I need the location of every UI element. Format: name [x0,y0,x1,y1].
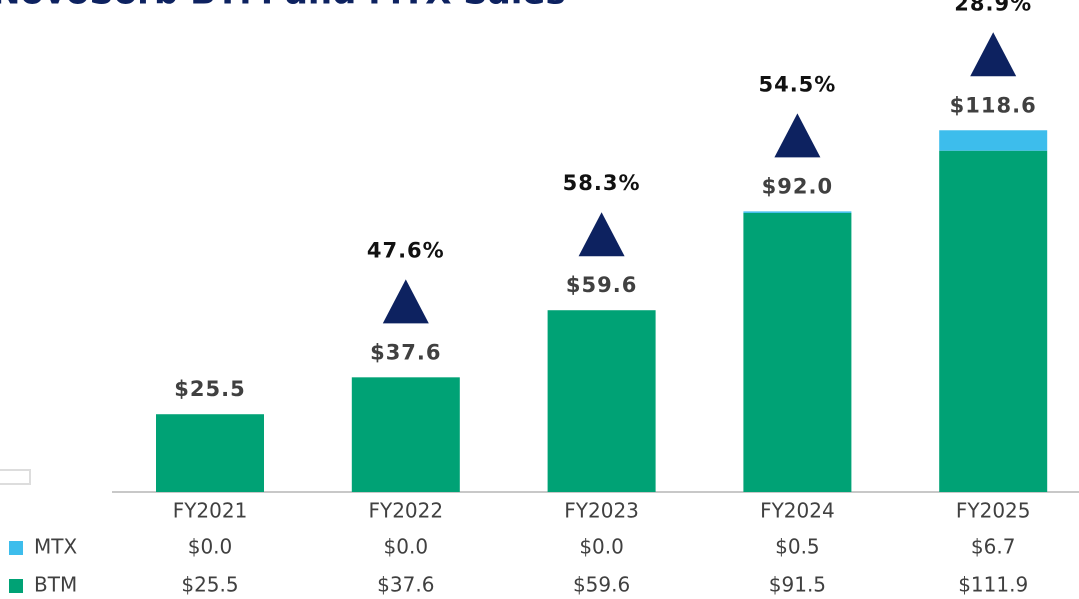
growth-triangle [970,32,1017,77]
table-value: $0.5 [775,535,820,559]
bar-segment [939,150,1048,492]
growth-label: 47.6% [367,238,445,262]
x-tick-label: FY2022 [368,499,443,523]
table-value: $0.0 [579,535,624,559]
growth-triangle [774,113,821,158]
table-value: $111.9 [958,573,1028,597]
decoration [0,469,31,485]
bar-segment [939,130,1048,151]
legend-swatch [9,579,23,593]
growth-label: 58.3% [563,171,641,195]
bar-segment [743,212,852,493]
bar-segment [547,310,656,492]
growth-label: 28.9% [954,0,1032,15]
total-label: $37.6 [370,340,441,364]
table-value: $59.6 [573,573,630,597]
total-label: $118.6 [950,93,1037,117]
x-tick-label: FY2021 [173,499,248,523]
growth-label: 54.5% [758,72,836,96]
table-value: $0.0 [188,535,233,559]
bar-segment [156,414,264,492]
table-value: $0.0 [384,535,429,559]
x-tick-label: FY2023 [564,499,639,523]
table-value: $37.6 [377,573,434,597]
bar-segment [743,211,852,213]
total-label: $59.6 [566,273,637,297]
growth-triangle [578,212,625,257]
growth-triangle [382,279,429,324]
table-value: $6.7 [971,535,1016,559]
legend-swatch [9,541,23,555]
total-label: $92.0 [762,174,833,198]
chart-title: NovoSorb BTM and MTX Sales [0,0,566,13]
table-value: $25.5 [181,573,238,597]
x-tick-label: FY2025 [956,499,1031,523]
table-value: $91.5 [769,573,826,597]
x-tick-label: FY2024 [760,499,835,523]
total-label: $25.5 [174,377,245,401]
legend-label: BTM [34,573,77,597]
legend-label: MTX [34,535,77,559]
bar-segment [351,377,460,492]
